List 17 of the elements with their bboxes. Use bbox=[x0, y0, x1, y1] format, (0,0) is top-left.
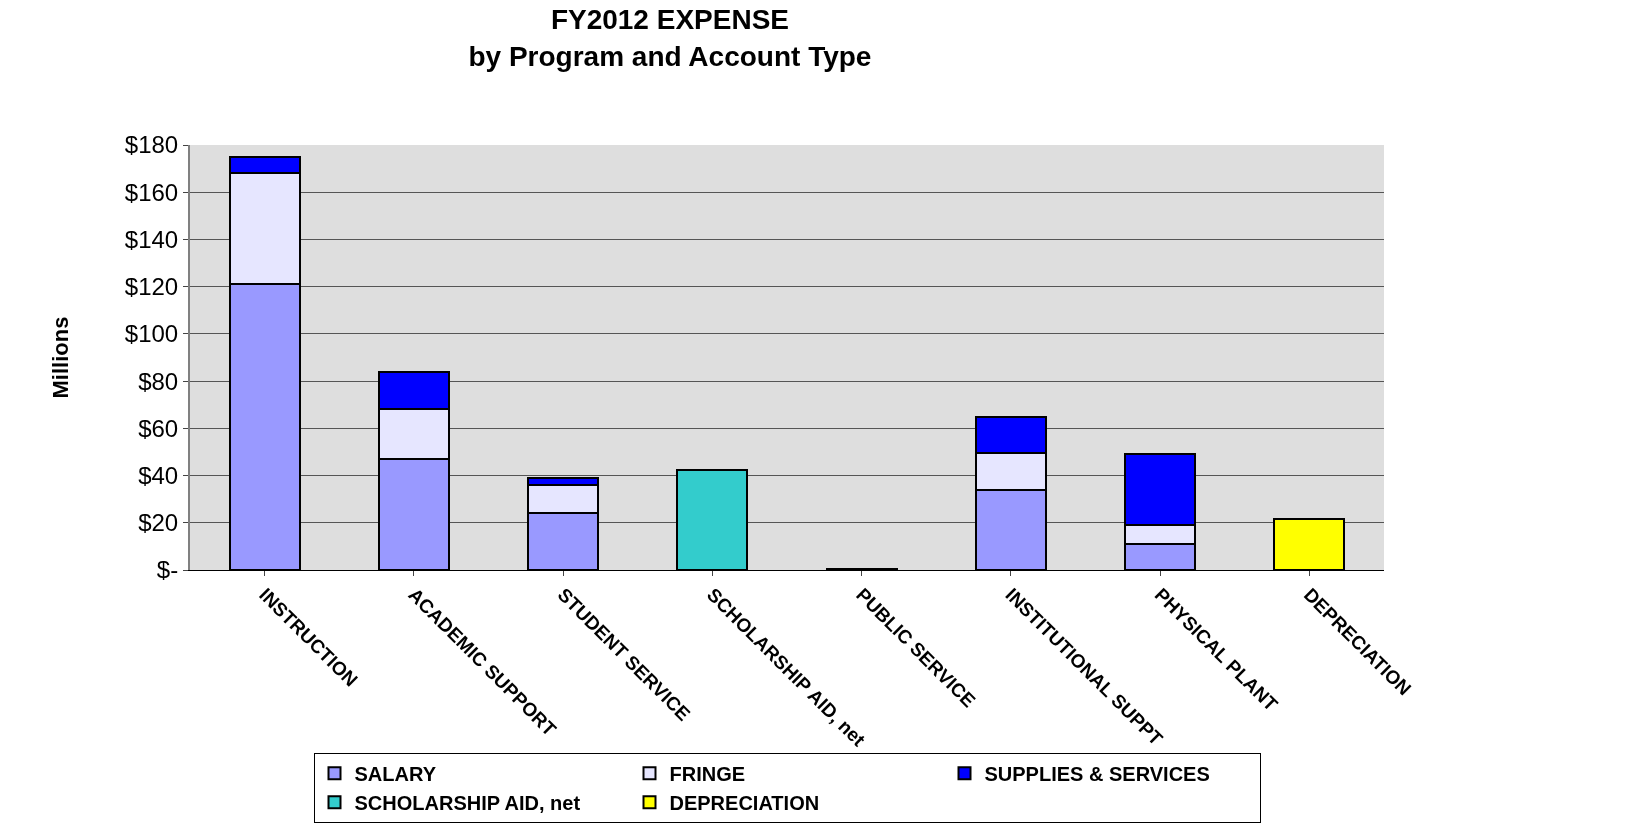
y-tick-label: $100 bbox=[124, 320, 179, 348]
legend-label: SUPPLIES & SERVICES bbox=[984, 763, 1210, 786]
y-tick-label: $140 bbox=[124, 225, 179, 253]
y-tick-label: $80 bbox=[138, 367, 179, 395]
legend-label: SALARY bbox=[354, 763, 437, 786]
y-tick-label: $20 bbox=[138, 509, 179, 537]
y-tick-label: $120 bbox=[124, 273, 179, 301]
legend-label: FRINGE bbox=[669, 763, 746, 786]
legend-label: SCHOLARSHIP AID, net bbox=[354, 792, 581, 815]
y-tick-label: $180 bbox=[124, 131, 179, 159]
chart-title: FY2012 EXPENSE by Program and Account Type bbox=[468, 4, 872, 72]
y-axis-title: Millions bbox=[48, 316, 74, 399]
y-tick-label: $60 bbox=[138, 414, 179, 442]
y-tick-label: $40 bbox=[138, 461, 179, 489]
y-tick-label: $- bbox=[156, 556, 179, 584]
legend-label: DEPRECIATION bbox=[669, 792, 820, 815]
y-tick-label: $160 bbox=[124, 178, 179, 206]
